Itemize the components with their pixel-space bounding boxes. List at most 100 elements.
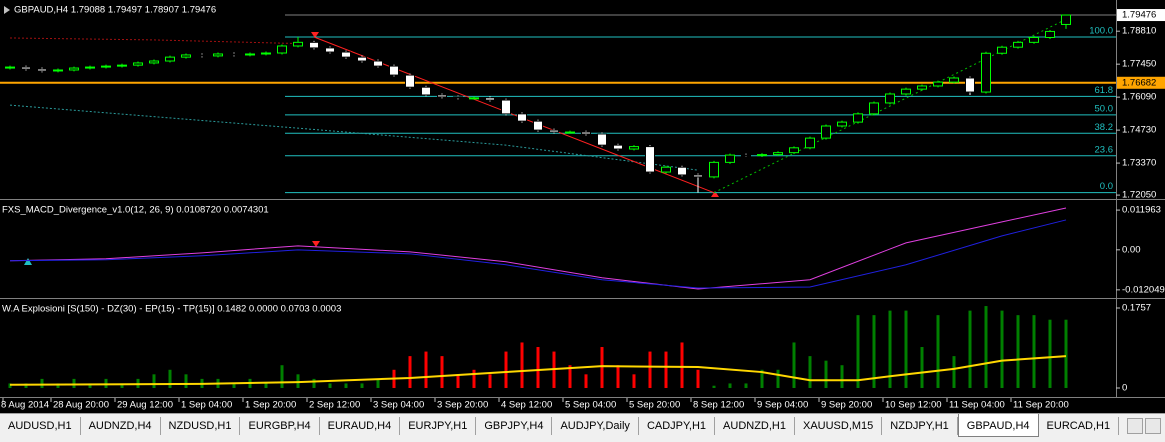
candle-body	[325, 47, 335, 53]
price-label: 1.79476	[1122, 10, 1156, 21]
symbol-tab[interactable]: XAUUSD,M15	[795, 417, 883, 435]
scroll-left[interactable]	[1127, 418, 1143, 434]
macd-line	[9, 207, 1067, 290]
x-tick-label: 4 Sep 12:00	[501, 400, 552, 411]
candle-body	[581, 131, 591, 135]
signal-arrow	[711, 191, 719, 197]
histogram-bar	[40, 378, 44, 388]
histogram-bar	[856, 315, 860, 388]
histogram-bar	[680, 342, 684, 388]
candle-body	[757, 154, 767, 157]
panel-title: W.A Explosioni [S(150) - DZ(30) - EP(15)…	[2, 304, 341, 315]
candle-body	[901, 88, 911, 95]
candle-body	[5, 66, 15, 69]
candle-body	[405, 74, 415, 88]
histogram-bar	[408, 356, 412, 388]
indicator-line	[713, 18, 1067, 194]
level-label: 1.76682	[1122, 77, 1156, 88]
candle-body	[277, 45, 287, 54]
candle-body	[677, 166, 687, 176]
panel-icon	[4, 6, 10, 14]
histogram-bar	[184, 374, 188, 388]
candle-body	[917, 85, 927, 90]
candle-body	[213, 53, 223, 57]
symbol-tab[interactable]: NZDUSD,H1	[161, 417, 241, 435]
macd-line	[9, 219, 1067, 289]
symbol-tab[interactable]: AUDUSD,H1	[0, 417, 81, 435]
candle-body	[37, 68, 47, 72]
x-tick-label: 28 Aug 20:00	[53, 400, 109, 411]
candle-body	[245, 53, 255, 56]
histogram-bar	[328, 383, 332, 388]
histogram-bar	[360, 383, 364, 388]
symbol-tab[interactable]: EURAUD,H4	[320, 417, 401, 435]
signal-arrow	[24, 258, 32, 265]
x-tick-label: 5 Sep 04:00	[565, 400, 616, 411]
x-tick-label: 3 Sep 04:00	[373, 400, 424, 411]
candle-body	[549, 129, 559, 133]
candle-body	[933, 81, 943, 87]
histogram-bar	[1032, 315, 1036, 388]
candle-body	[389, 65, 399, 76]
y-tick-label: 0.00	[1122, 244, 1141, 255]
histogram-bar	[424, 351, 428, 388]
histogram-bar	[344, 383, 348, 388]
fib-label: 50.0	[1095, 103, 1114, 114]
scroll-right[interactable]	[1145, 418, 1161, 434]
tab-bar: AUDUSD,H1 AUDNZD,H4 NZDUSD,H1 EURGBP,H4 EURA…	[0, 413, 1165, 442]
symbol-tab[interactable]: AUDJPY,Daily	[552, 417, 639, 435]
candle-body	[661, 166, 671, 173]
candle-body	[725, 154, 735, 163]
y-tick-label: 0.1757	[1122, 303, 1151, 314]
candle-body	[117, 64, 127, 67]
candle-body	[1029, 36, 1039, 43]
candle-body	[869, 102, 879, 115]
symbol-tab[interactable]: EURCAD,H1	[1039, 417, 1120, 435]
price-label-box	[1117, 9, 1165, 22]
candle-body	[293, 41, 303, 47]
symbol-tab[interactable]: GBPAUD,H4	[957, 414, 1039, 437]
histogram-bar	[872, 315, 876, 388]
candle-body	[837, 121, 847, 127]
candle-body	[965, 77, 975, 93]
candle-body	[853, 113, 863, 123]
symbol-tab[interactable]: EURGBP,H4	[240, 417, 320, 435]
histogram-bar	[984, 306, 988, 388]
indicator-line	[9, 37, 299, 45]
symbol-tab[interactable]: CADJPY,H1	[639, 417, 716, 435]
candle-body	[485, 97, 495, 101]
y-tick-label: 1.74730	[1122, 125, 1156, 136]
symbol-tab[interactable]: NZDJPY,H1	[882, 417, 958, 435]
histogram-bar	[456, 374, 460, 388]
histogram-bar	[1064, 319, 1068, 388]
histogram-bar	[1048, 319, 1052, 388]
histogram-bar	[520, 342, 524, 388]
candle-body	[709, 161, 719, 178]
candle-body	[597, 133, 607, 146]
candle-body	[341, 51, 351, 58]
symbol-tab[interactable]: GBPJPY,H4	[476, 417, 553, 435]
histogram-bar	[72, 378, 76, 388]
histogram-bar	[696, 369, 700, 388]
candle-body	[613, 144, 623, 150]
symbol-tab[interactable]: AUDNZD,H4	[81, 417, 161, 435]
histogram-bar	[152, 374, 156, 388]
symbol-tab[interactable]: EURJPY,H1	[400, 417, 477, 435]
symbol-tab[interactable]: AUDNZD,H1	[715, 417, 795, 435]
candle-body	[261, 52, 271, 55]
histogram-bar	[776, 369, 780, 388]
chart-window: 1.76682 1.79476 100.0 61.8 50.0 38.2 23.6 0.0 8 …	[0, 0, 1165, 411]
candle-body	[101, 65, 111, 68]
histogram-bar	[8, 383, 12, 388]
histogram-bar	[968, 310, 972, 388]
fib-label: 38.2	[1095, 122, 1114, 133]
candle-body	[309, 41, 319, 49]
candle-body	[1045, 30, 1055, 38]
histogram-bar	[536, 347, 540, 388]
x-tick-label: 8 Aug 2014	[1, 400, 49, 411]
x-tick-label: 1 Sep 20:00	[245, 400, 296, 411]
y-tick-label: 1.77450	[1122, 59, 1156, 70]
candle-body	[533, 120, 543, 131]
x-tick-label: 11 Sep 20:00	[1013, 400, 1069, 411]
histogram-bar	[760, 369, 764, 388]
